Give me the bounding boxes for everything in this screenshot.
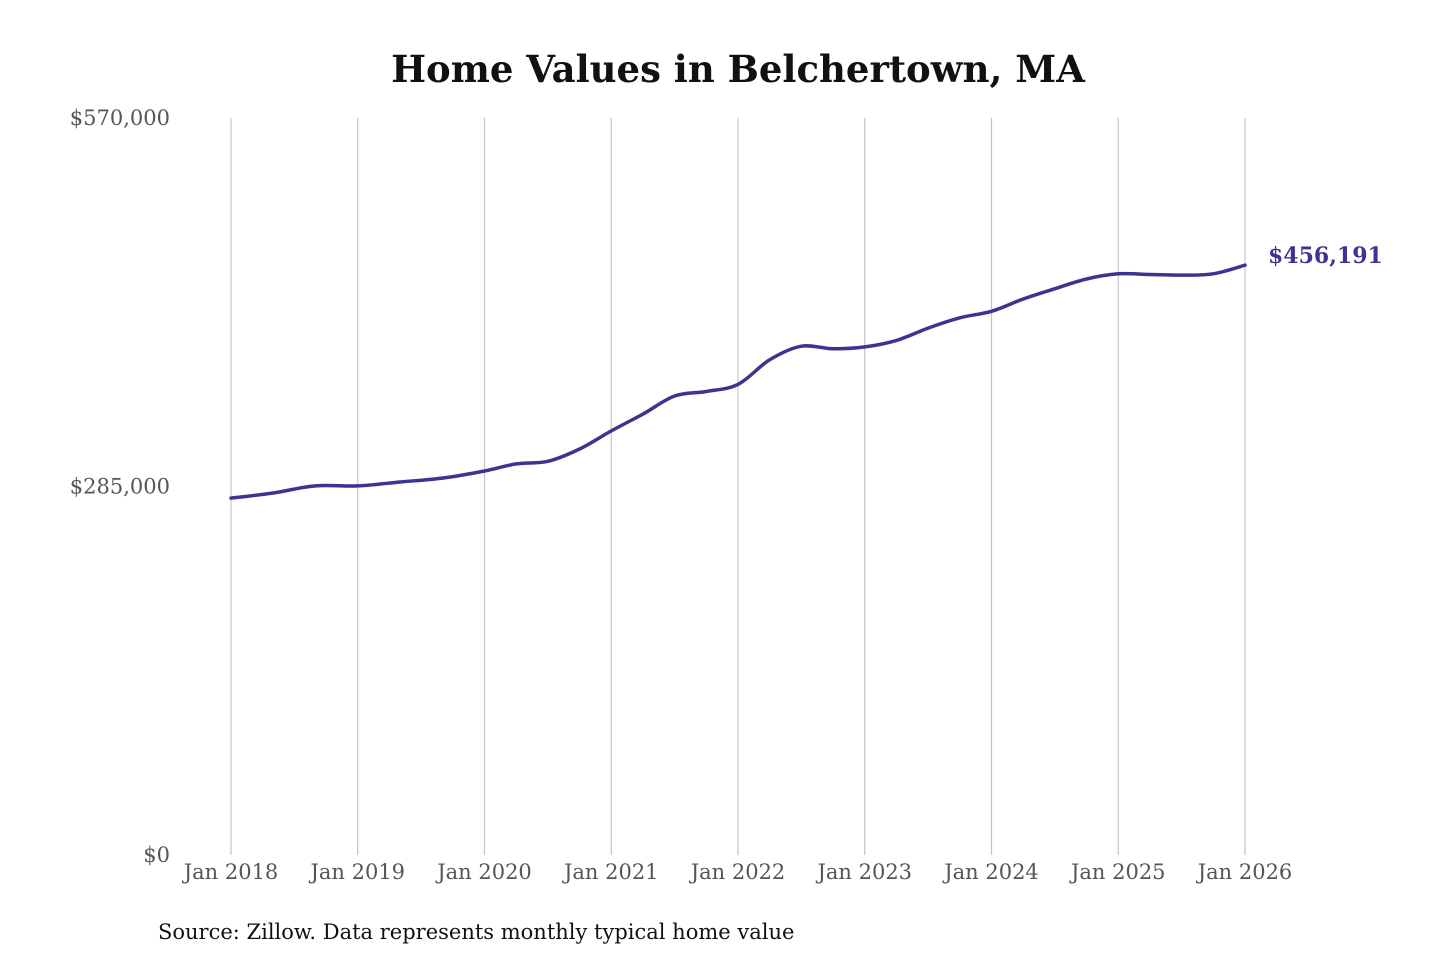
x-tick-label: Jan 2023: [815, 860, 912, 884]
y-axis-ticks: $0 $285,000 $570,000: [70, 106, 170, 867]
x-tick-label: Jan 2022: [689, 860, 786, 884]
x-tick-label: Jan 2024: [942, 860, 1039, 884]
end-value-label: $456,191: [1268, 243, 1383, 269]
series-line: [229, 263, 1247, 500]
gridlines: [230, 118, 1246, 855]
x-tick-label: Jan 2019: [308, 860, 405, 884]
source-note: Source: Zillow. Data represents monthly …: [158, 920, 794, 944]
x-tick-label: Jan 2021: [562, 860, 659, 884]
chart-title: Home Values in Belchertown, MA: [391, 47, 1086, 91]
x-tick-label: Jan 2020: [435, 860, 532, 884]
x-tick-label: Jan 2025: [1069, 860, 1166, 884]
x-tick-label: Jan 2026: [1196, 860, 1293, 884]
x-tick-label: Jan 2018: [182, 860, 279, 884]
y-tick-label: $285,000: [70, 475, 170, 499]
x-axis-ticks: Jan 2018 Jan 2019 Jan 2020 Jan 2021 Jan 2022…: [182, 860, 1293, 884]
y-tick-label: $0: [143, 843, 170, 867]
y-tick-label: $570,000: [70, 106, 170, 130]
